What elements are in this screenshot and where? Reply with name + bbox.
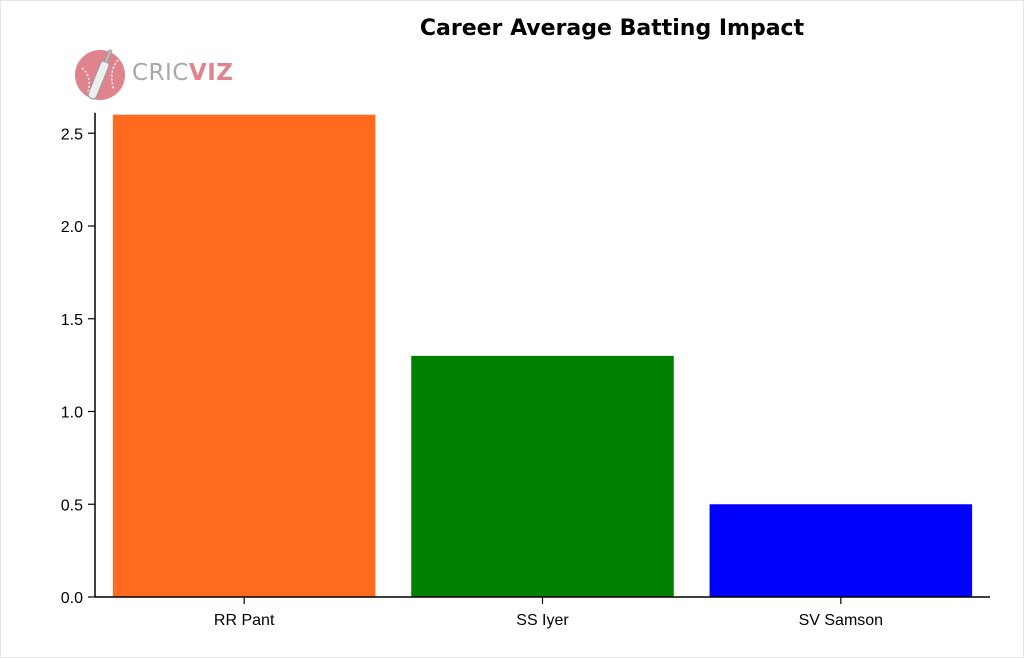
x-tick-label: SS Iyer bbox=[516, 612, 569, 629]
chart-title: Career Average Batting Impact bbox=[419, 16, 805, 41]
x-tick-label: RR Pant bbox=[214, 612, 275, 629]
y-tick-label: 0.5 bbox=[61, 497, 83, 514]
y-tick-label: 0.0 bbox=[61, 590, 83, 607]
cricviz-logo: CRICVIZ bbox=[74, 46, 234, 104]
bar-rr-pant bbox=[112, 114, 376, 597]
cricket-bat-ball-icon bbox=[75, 49, 125, 100]
y-tick-label: 2.0 bbox=[61, 219, 83, 236]
y-tick-label: 2.5 bbox=[61, 126, 83, 143]
x-tick-label: SV Samson bbox=[799, 612, 883, 629]
y-tick-label: 1.0 bbox=[61, 405, 83, 422]
logo-wordmark: CRICVIZ bbox=[132, 60, 233, 86]
bar-sv-samson bbox=[709, 504, 973, 597]
bar-ss-iyer bbox=[411, 355, 674, 597]
logo-text-cric: CRIC bbox=[132, 60, 189, 86]
logo-text-viz: VIZ bbox=[188, 60, 234, 86]
y-tick-label: 1.5 bbox=[61, 312, 83, 329]
